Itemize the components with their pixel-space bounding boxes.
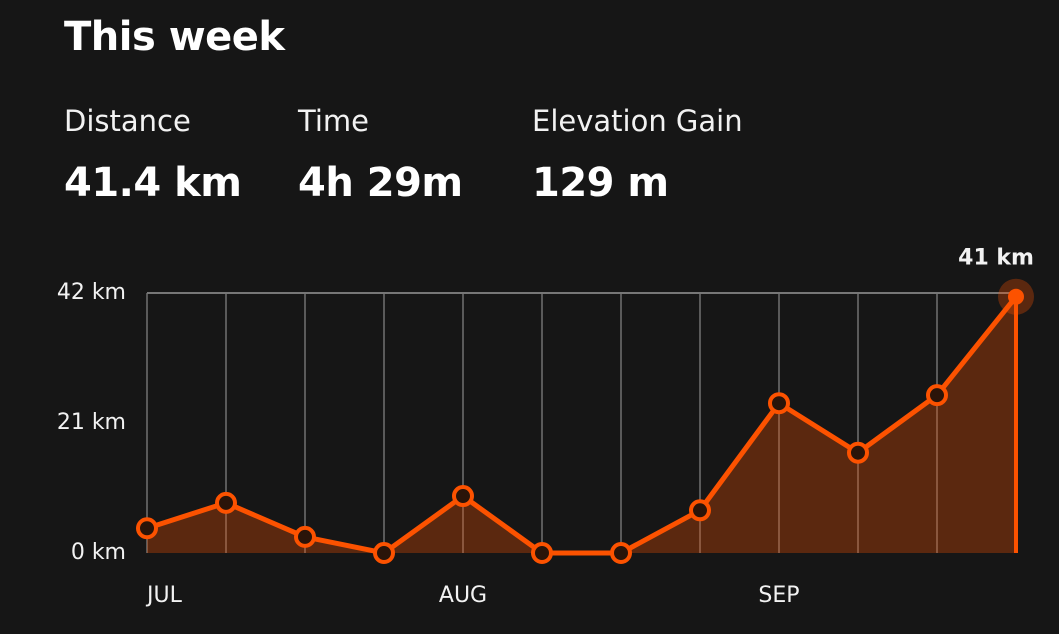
point (531, 542, 553, 564)
point (373, 542, 395, 564)
stat: Time 4h 29m (298, 104, 463, 206)
area-fill (147, 296, 1016, 553)
point (926, 384, 948, 407)
stat: Elevation Gain 129 m (532, 104, 743, 206)
point (452, 485, 474, 508)
stat-label: Time (298, 104, 369, 138)
stat-label: Elevation Gain (532, 104, 743, 138)
x-tick-label: JUL (145, 583, 183, 608)
stat: Distance 41.4 km (64, 104, 242, 206)
stat-value: 129 m (532, 160, 669, 206)
y-tick-label: 42 km (57, 280, 126, 305)
line (146, 295, 1018, 556)
point (768, 392, 790, 415)
y-tick-label: 0 km (71, 540, 126, 565)
point (610, 542, 632, 564)
point (1008, 288, 1024, 305)
x-tick-label: SEP (758, 583, 799, 608)
point (136, 517, 158, 540)
y-tick-label: 21 km (57, 410, 126, 435)
stat-value: 41.4 km (64, 160, 242, 206)
stat-label: Distance (64, 104, 191, 138)
point (215, 491, 237, 514)
stat-value: 4h 29m (298, 160, 463, 206)
value-label: 41 km (958, 246, 1034, 271)
point (689, 499, 711, 522)
point (847, 441, 869, 464)
point (294, 525, 316, 548)
card-title: This week (64, 14, 285, 60)
x-tick-label: AUG (439, 583, 487, 608)
